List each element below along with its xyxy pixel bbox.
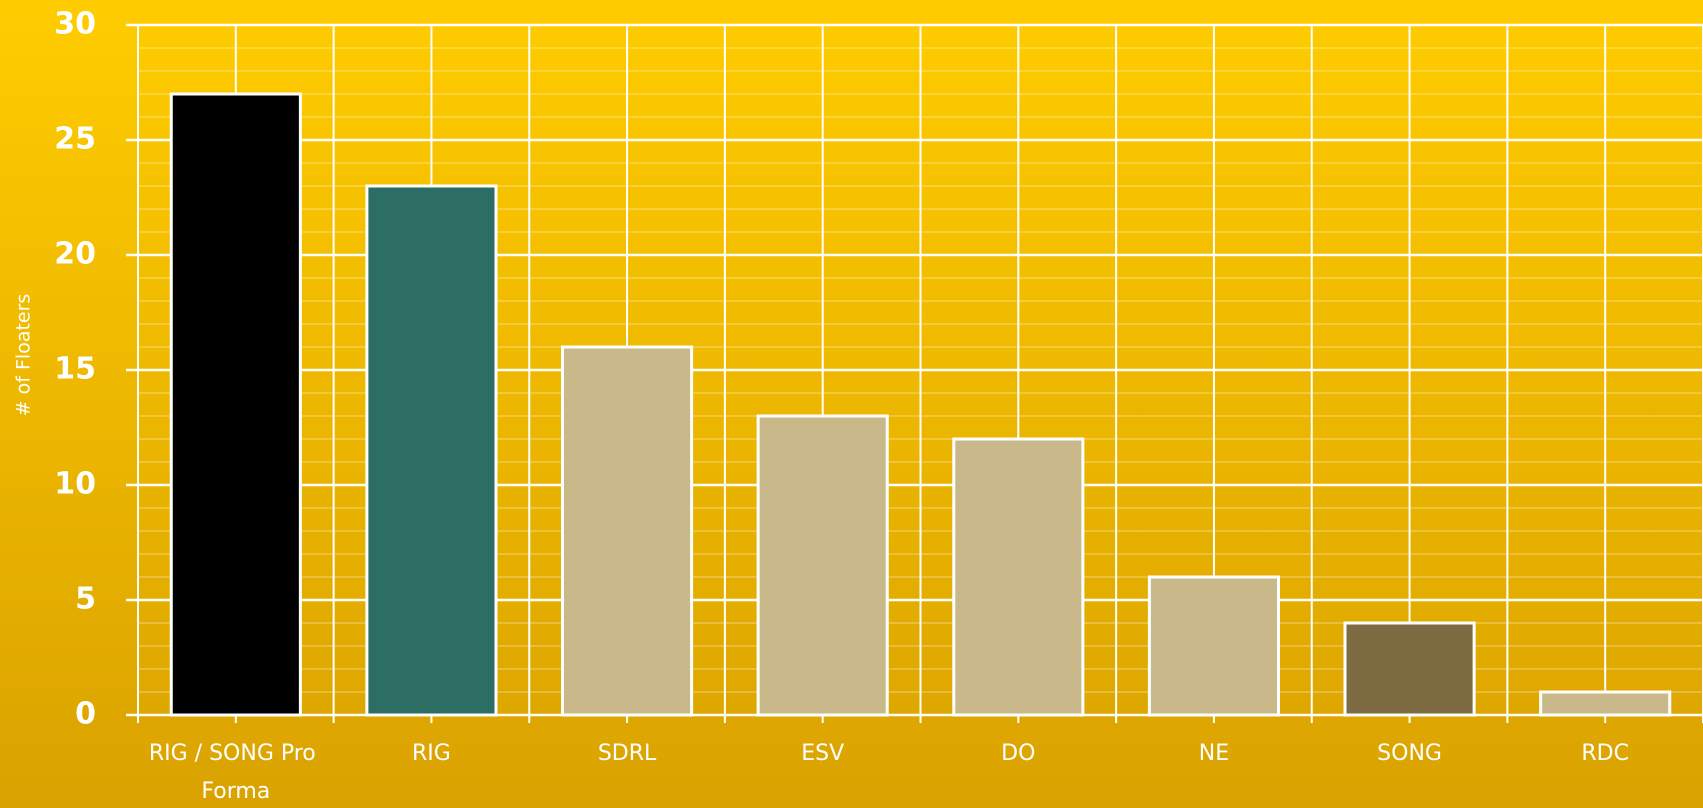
x-tick-label: RIG / SONG Pro Forma: [149, 741, 323, 804]
y-tick-label: 15: [54, 352, 96, 387]
y-tick-label: 20: [54, 237, 96, 272]
y-tick-label: 0: [75, 697, 96, 732]
x-tick-label: SDRL: [598, 741, 657, 766]
bar: [1539, 690, 1672, 717]
bar: [952, 437, 1085, 717]
y-axis-label: # of Floaters: [13, 294, 35, 417]
y-tick-label: 5: [75, 582, 96, 617]
y-tick-label: 30: [54, 7, 96, 42]
bar: [169, 92, 302, 717]
y-tick-label: 10: [54, 467, 96, 502]
x-tick-label: ESV: [801, 741, 844, 766]
x-tick-label: RDC: [1581, 741, 1629, 766]
bar: [1343, 621, 1476, 717]
y-tick-label: 25: [54, 122, 96, 157]
x-tick-label: SONG: [1377, 741, 1442, 766]
bar: [561, 345, 694, 717]
bar: [756, 414, 889, 717]
bar: [365, 184, 498, 717]
x-tick-label: RIG: [412, 741, 451, 766]
x-tick-label: DO: [1001, 741, 1035, 766]
x-tick-label: NE: [1199, 741, 1229, 766]
bar: [1147, 575, 1280, 717]
